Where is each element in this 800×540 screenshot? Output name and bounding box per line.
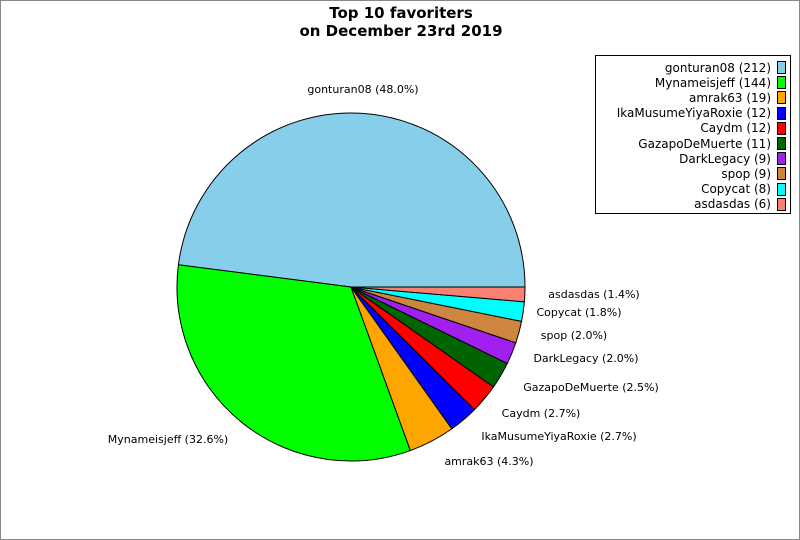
legend-label: asdasdas (6) (694, 197, 771, 212)
legend-swatch (777, 152, 786, 166)
legend-swatch (777, 61, 786, 75)
slice-label-asdasdas: asdasdas (1.4%) (548, 288, 639, 301)
legend-item-mynameisjeff: Mynameisjeff (144) (596, 75, 790, 90)
legend-label: IkaMusumeYiyaRoxie (12) (616, 106, 771, 121)
legend-label: gonturan08 (212) (664, 60, 771, 75)
legend-swatch (777, 106, 786, 120)
legend-label: Caydm (12) (700, 121, 771, 136)
pie-slice-asdasdas (350, 286, 526, 303)
chart-subtitle-line: on December 23rd 2019 (299, 22, 503, 40)
chart-title: Top 10 favoriters on December 23rd 2019 (1, 4, 800, 40)
legend-item-copycat: Copycat (8) (596, 182, 790, 197)
legend-swatch (777, 137, 786, 151)
legend-label: GazapoDeMuerte (11) (638, 136, 771, 151)
slice-label-caydm: Caydm (2.7%) (502, 407, 581, 420)
legend-label: amrak63 (19) (689, 90, 771, 105)
legend-swatch (777, 167, 786, 181)
legend-swatch (777, 121, 786, 135)
legend-swatch (777, 197, 786, 211)
chart-title-line: Top 10 favoriters (329, 4, 473, 22)
legend-label: DarkLegacy (9) (679, 151, 771, 166)
slice-label-gonturan08: gonturan08 (48.0%) (307, 83, 418, 96)
pie-slice-mynameisjeff (176, 264, 412, 462)
legend-label: Mynameisjeff (144) (654, 75, 771, 90)
legend-item-ikamusumeyiyaroxie: IkaMusumeYiyaRoxie (12) (596, 106, 790, 121)
pie-slice-gonturan08 (177, 112, 526, 288)
legend-item-asdasdas: asdasdas (6) (596, 197, 790, 212)
legend-item-caydm: Caydm (12) (596, 121, 790, 136)
legend-item-amrak63: amrak63 (19) (596, 90, 790, 105)
slice-label-copycat: Copycat (1.8%) (536, 306, 621, 319)
legend: gonturan08 (212) Mynameisjeff (144) amrak6… (595, 55, 791, 214)
legend-label: spop (9) (721, 166, 771, 181)
legend-swatch (777, 91, 786, 105)
slice-label-amrak63: amrak63 (4.3%) (444, 455, 533, 468)
legend-item-gazapodemuerte: GazapoDeMuerte (11) (596, 136, 790, 151)
slice-label-spop: spop (2.0%) (541, 329, 607, 342)
slice-label-gazapodemuerte: GazapoDeMuerte (2.5%) (523, 381, 659, 394)
legend-swatch (777, 76, 786, 90)
legend-item-darklegacy: DarkLegacy (9) (596, 151, 790, 166)
legend-label: Copycat (8) (701, 182, 771, 197)
slice-label-mynameisjeff: Mynameisjeff (32.6%) (108, 433, 228, 446)
slice-label-ikamusumeyiyaroxie: IkaMusumeYiyaRoxie (2.7%) (481, 430, 636, 443)
legend-item-spop: spop (9) (596, 166, 790, 181)
legend-swatch (777, 182, 786, 196)
legend-item-gonturan08: gonturan08 (212) (596, 60, 790, 75)
slice-label-darklegacy: DarkLegacy (2.0%) (533, 352, 638, 365)
